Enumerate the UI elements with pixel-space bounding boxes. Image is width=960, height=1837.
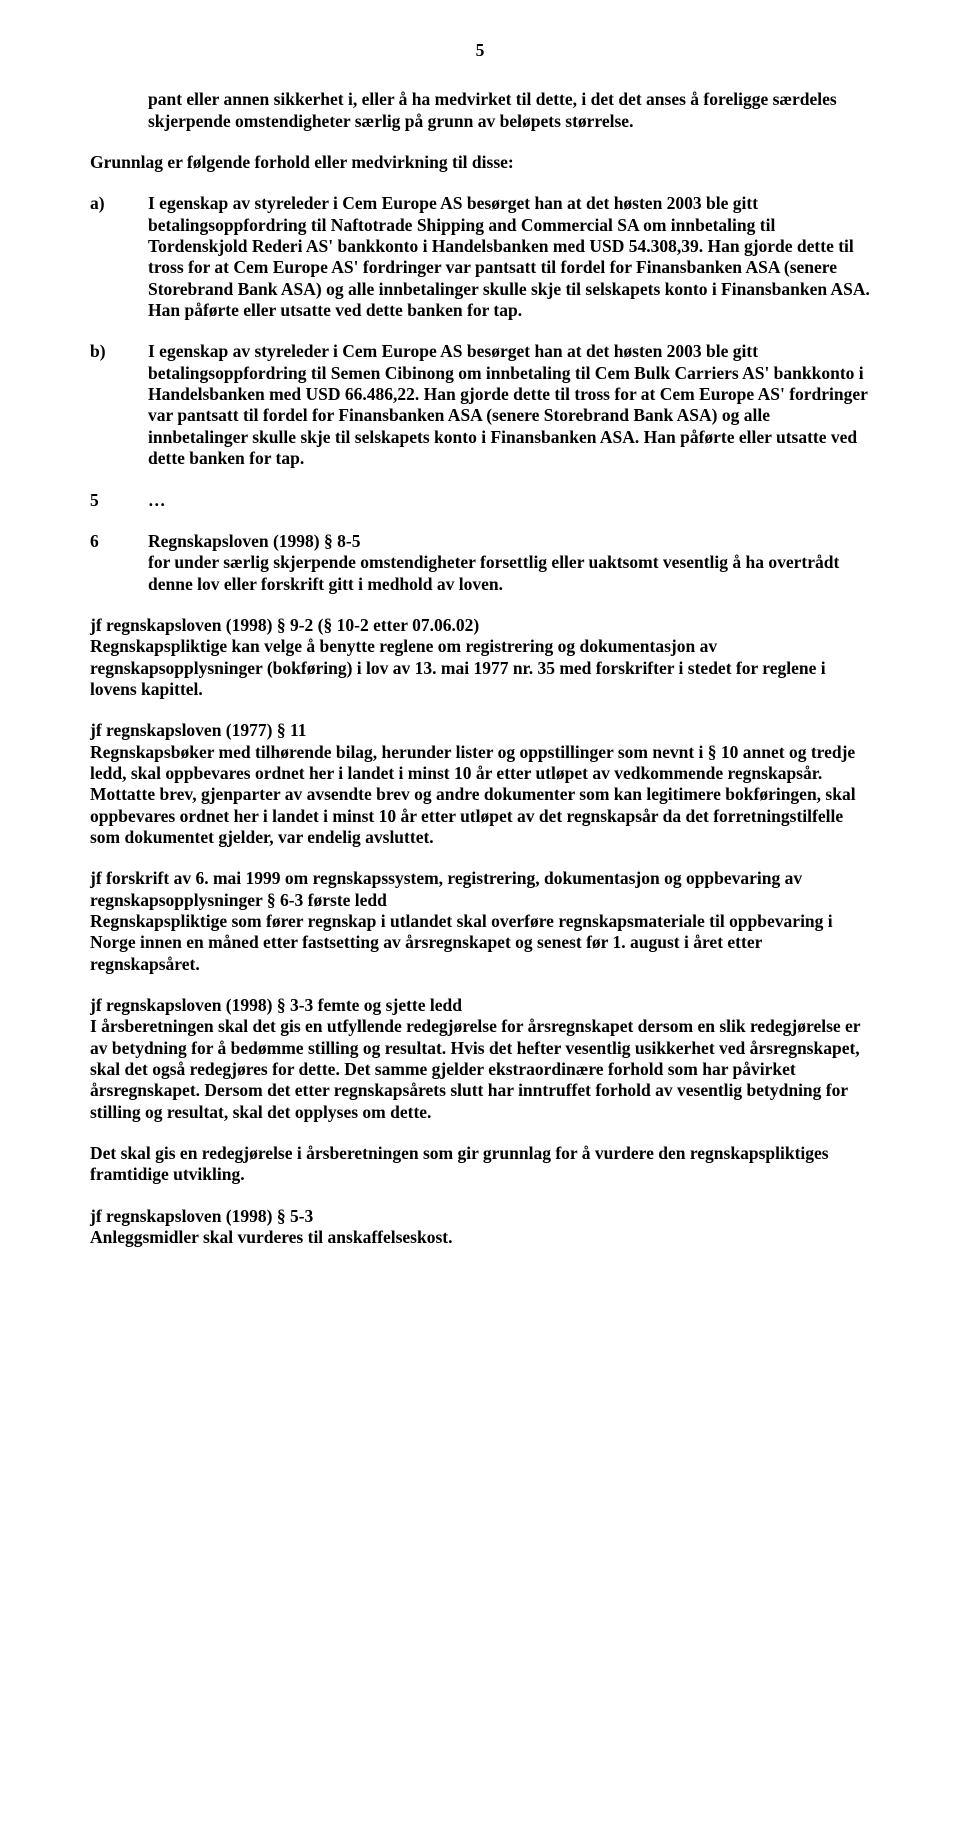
- paragraph-3: jf regnskapsloven (1998) § 3-3 femte og …: [90, 995, 870, 1123]
- section-6-body: Regnskapsloven (1998) § 8-5 for under sæ…: [148, 531, 870, 595]
- paragraph-0: jf regnskapsloven (1998) § 9-2 (§ 10-2 e…: [90, 615, 870, 700]
- section-6-label: 6: [90, 531, 148, 595]
- paragraph-3-title: jf regnskapsloven (1998) § 3-3 femte og …: [90, 995, 462, 1015]
- paragraph-0-title: jf regnskapsloven (1998) § 9-2 (§ 10-2 e…: [90, 615, 479, 635]
- paragraph-2-title: jf forskrift av 6. mai 1999 om regnskaps…: [90, 868, 802, 909]
- item-a-body: I egenskap av styreleder i Cem Europe AS…: [148, 193, 870, 321]
- grunnlag-heading: Grunnlag er følgende forhold eller medvi…: [90, 152, 870, 173]
- paragraph-2: jf forskrift av 6. mai 1999 om regnskaps…: [90, 868, 870, 975]
- paragraph-3-body: I årsberetningen skal det gis en utfylle…: [90, 1016, 860, 1121]
- paragraph-1-title: jf regnskapsloven (1977) § 11: [90, 720, 307, 740]
- item-b-body: I egenskap av styreleder i Cem Europe AS…: [148, 341, 870, 469]
- paragraph-2-body: Regnskapspliktige som fører regnskap i u…: [90, 911, 833, 974]
- paragraph-0-body: Regnskapspliktige kan velge å benytte re…: [90, 636, 826, 699]
- page-number: 5: [90, 40, 870, 61]
- section-5-label: 5: [90, 490, 148, 511]
- final-section: jf regnskapsloven (1998) § 5-3 Anleggsmi…: [90, 1206, 870, 1249]
- paragraph-1-body: Regnskapsbøker med tilhørende bilag, her…: [90, 742, 856, 847]
- item-b: b) I egenskap av styreleder i Cem Europe…: [90, 341, 870, 469]
- standalone-paragraph: Det skal gis en redegjørelse i årsberetn…: [90, 1143, 870, 1186]
- final-section-title: jf regnskapsloven (1998) § 5-3: [90, 1206, 313, 1226]
- section-5-body: …: [148, 490, 870, 511]
- section-6-title: Regnskapsloven (1998) § 8-5: [148, 531, 360, 551]
- item-a-label: a): [90, 193, 148, 321]
- section-6: 6 Regnskapsloven (1998) § 8-5 for under …: [90, 531, 870, 595]
- item-b-label: b): [90, 341, 148, 469]
- section-5: 5 …: [90, 490, 870, 511]
- intro-text: pant eller annen sikkerhet i, eller å ha…: [148, 89, 837, 130]
- intro-paragraph: pant eller annen sikkerhet i, eller å ha…: [148, 89, 870, 132]
- final-section-body: Anleggsmidler skal vurderes til anskaffe…: [90, 1227, 453, 1247]
- section-6-text: for under særlig skjerpende omstendighet…: [148, 552, 839, 593]
- paragraph-1: jf regnskapsloven (1977) § 11 Regnskapsb…: [90, 720, 870, 848]
- item-a: a) I egenskap av styreleder i Cem Europe…: [90, 193, 870, 321]
